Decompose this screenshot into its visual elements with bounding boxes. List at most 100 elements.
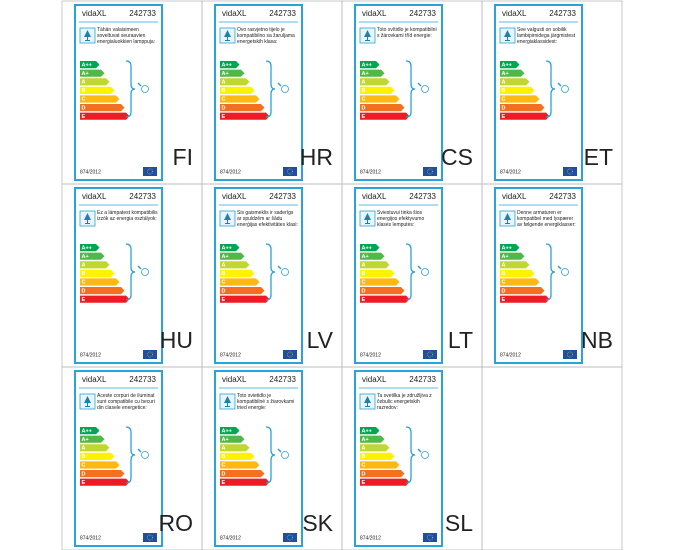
class-arrow — [80, 78, 110, 86]
class-label: B — [222, 271, 226, 277]
class-arrow — [80, 69, 105, 77]
class-arrow — [80, 104, 125, 112]
class-arrow — [80, 244, 100, 252]
class-label: A++ — [362, 62, 372, 68]
class-arrow — [360, 452, 395, 460]
brand: vidaXL — [222, 375, 247, 384]
class-arrow — [360, 252, 385, 260]
class-label: A — [222, 79, 226, 85]
class-arrow — [80, 470, 125, 478]
class-arrow — [500, 244, 520, 252]
model: 242733 — [129, 375, 156, 384]
eu-stars — [427, 534, 433, 541]
class-label: D — [222, 471, 226, 477]
class-label: B — [222, 454, 226, 460]
bulb-base — [277, 82, 282, 87]
class-label: A+ — [82, 254, 89, 260]
class-label: A++ — [222, 62, 232, 68]
regulation: 874/2012 — [220, 169, 241, 175]
class-arrow — [360, 478, 410, 486]
description-text: Aceste corpuri de iluminat sunt compatib… — [97, 393, 155, 411]
language-code: LT — [448, 327, 473, 353]
eu-flag — [283, 533, 297, 542]
lamp-icon — [364, 213, 371, 224]
eu-flag — [143, 167, 157, 176]
description-text: See valgusti on sobilik lambipirnidega j… — [517, 27, 576, 45]
brace — [125, 426, 136, 484]
class-arrow — [80, 278, 120, 286]
regulation: 874/2012 — [360, 169, 381, 175]
bulb-icon — [561, 85, 569, 93]
class-arrow — [220, 427, 240, 435]
class-label: D — [222, 288, 226, 294]
lamp-icon — [224, 396, 231, 407]
energy-label-cell: vidaXL 242733 Ta svetilka je združljiva z … — [354, 370, 473, 547]
bulb-base — [417, 82, 422, 87]
class-label: A++ — [362, 245, 372, 251]
description: Šviestuvui tinka šios energijos efektyvu… — [377, 210, 425, 228]
class-label: A+ — [502, 71, 509, 77]
regulation: 874/2012 — [80, 169, 101, 175]
class-label: E — [362, 114, 366, 120]
class-arrow — [500, 252, 525, 260]
class-arrow — [500, 61, 520, 69]
class-arrow — [80, 435, 105, 443]
brace — [125, 60, 136, 118]
energy-label-cell: vidaXL 242733 Šviestuvui tinka šios energi… — [354, 187, 473, 364]
class-label: D — [502, 288, 506, 294]
class-arrow — [220, 278, 260, 286]
class-label: B — [362, 271, 366, 277]
brace — [545, 60, 556, 118]
lamp-icon — [364, 396, 371, 407]
lamp-icon — [84, 213, 91, 224]
language-code: ET — [584, 144, 613, 170]
class-arrow — [360, 444, 390, 452]
class-arrow — [80, 287, 125, 295]
language-code: RO — [159, 510, 194, 536]
bulb-icon — [421, 268, 429, 276]
energy-label-cell: vidaXL 242733 Tähän valaisimeen soveltuvat… — [74, 4, 193, 181]
bulb-icon — [281, 85, 289, 93]
bulb-icon — [421, 85, 429, 93]
language-code: HU — [160, 327, 193, 353]
class-label: A++ — [502, 62, 512, 68]
regulation: 874/2012 — [500, 169, 521, 175]
regulation: 874/2012 — [80, 352, 101, 358]
class-arrow — [80, 295, 130, 303]
class-label: C — [502, 97, 506, 103]
class-label: C — [82, 97, 86, 103]
description-text: Šviestuvui tinka šios energijos efektyvu… — [377, 210, 425, 228]
lamp-icon — [504, 213, 511, 224]
class-label: A+ — [222, 437, 229, 443]
class-label: E — [362, 480, 366, 486]
language-code: SL — [445, 510, 473, 536]
class-label: D — [362, 105, 366, 111]
brace — [265, 243, 276, 301]
class-label: A+ — [362, 254, 369, 260]
class-label: A+ — [502, 254, 509, 260]
class-label: E — [82, 480, 86, 486]
bulb-base — [557, 82, 562, 87]
class-label: A++ — [502, 245, 512, 251]
class-label: A+ — [82, 71, 89, 77]
class-arrow — [360, 104, 405, 112]
class-arrow — [80, 461, 120, 469]
bulb-icon — [141, 85, 149, 93]
eu-flag — [423, 533, 437, 542]
eu-stars — [287, 168, 293, 175]
class-arrow — [80, 86, 115, 94]
class-label: A+ — [222, 254, 229, 260]
regulation: 874/2012 — [360, 352, 381, 358]
class-label: A — [82, 445, 86, 451]
brand: vidaXL — [502, 9, 527, 18]
brand: vidaXL — [82, 375, 107, 384]
class-label: A+ — [82, 437, 89, 443]
language-code: NB — [581, 327, 613, 353]
regulation: 874/2012 — [220, 535, 241, 541]
description: Aceste corpuri de iluminat sunt compatib… — [97, 393, 155, 411]
class-label: E — [222, 114, 226, 120]
energy-label-cell: vidaXL 242733 See valgusti on sobilik lamb… — [494, 4, 613, 181]
cell-border — [481, 366, 623, 550]
eu-stars — [427, 168, 433, 175]
